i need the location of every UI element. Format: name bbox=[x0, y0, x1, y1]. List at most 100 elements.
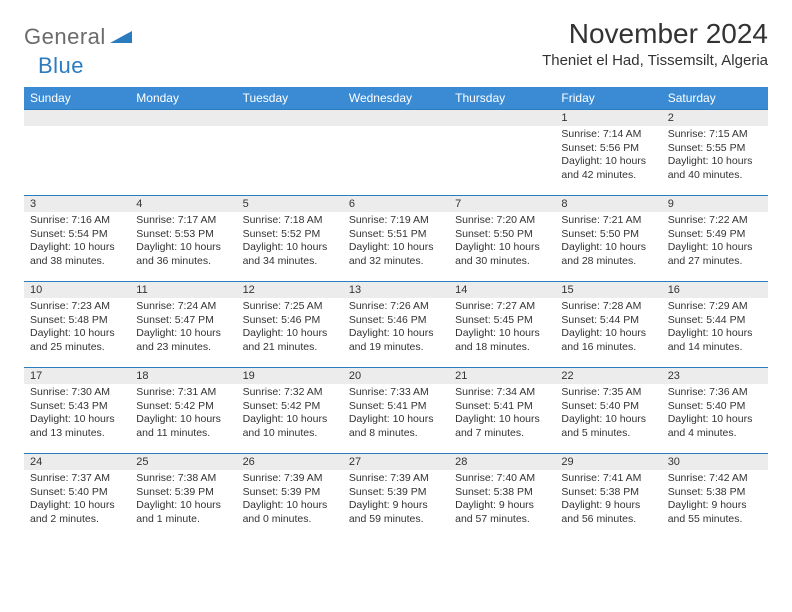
daylight-text: Daylight: 10 hours and 38 minutes. bbox=[30, 241, 124, 268]
day-details: Sunrise: 7:29 AMSunset: 5:44 PMDaylight:… bbox=[662, 298, 768, 359]
brand-part1: General bbox=[24, 24, 106, 50]
day-number: 15 bbox=[555, 282, 661, 298]
sunrise-text: Sunrise: 7:38 AM bbox=[136, 472, 230, 486]
sunset-text: Sunset: 5:39 PM bbox=[243, 486, 337, 500]
day-number: 14 bbox=[449, 282, 555, 298]
calendar-week-row: 1Sunrise: 7:14 AMSunset: 5:56 PMDaylight… bbox=[24, 110, 768, 196]
sunset-text: Sunset: 5:50 PM bbox=[455, 228, 549, 242]
calendar-cell: 15 Sunrise: 7:28 AMSunset: 5:44 PMDayligh… bbox=[555, 282, 661, 368]
sunset-text: Sunset: 5:48 PM bbox=[30, 314, 124, 328]
sunset-text: Sunset: 5:44 PM bbox=[561, 314, 655, 328]
daylight-text: Daylight: 10 hours and 28 minutes. bbox=[561, 241, 655, 268]
daylight-text: Daylight: 9 hours and 59 minutes. bbox=[349, 499, 443, 526]
daylight-text: Daylight: 9 hours and 55 minutes. bbox=[668, 499, 762, 526]
calendar-cell: 23Sunrise: 7:36 AMSunset: 5:40 PMDayligh… bbox=[662, 368, 768, 454]
calendar-cell: 1Sunrise: 7:14 AMSunset: 5:56 PMDaylight… bbox=[555, 110, 661, 196]
day-number: 4 bbox=[130, 196, 236, 212]
day-number: 21 bbox=[449, 368, 555, 384]
day-number: 13 bbox=[343, 282, 449, 298]
sunrise-text: Sunrise: 7:29 AM bbox=[668, 300, 762, 314]
daylight-text: Daylight: 10 hours and 16 minutes. bbox=[561, 327, 655, 354]
calendar-cell: 21Sunrise: 7:34 AMSunset: 5:41 PMDayligh… bbox=[449, 368, 555, 454]
calendar-cell: 6Sunrise: 7:19 AMSunset: 5:51 PMDaylight… bbox=[343, 196, 449, 282]
daylight-text: Daylight: 10 hours and 23 minutes. bbox=[136, 327, 230, 354]
sunrise-text: Sunrise: 7:24 AM bbox=[136, 300, 230, 314]
calendar-cell: 28Sunrise: 7:40 AMSunset: 5:38 PMDayligh… bbox=[449, 454, 555, 540]
calendar-cell: 14Sunrise: 7:27 AMSunset: 5:45 PMDayligh… bbox=[449, 282, 555, 368]
calendar-cell: 10Sunrise: 7:23 AMSunset: 5:48 PMDayligh… bbox=[24, 282, 130, 368]
daylight-text: Daylight: 10 hours and 34 minutes. bbox=[243, 241, 337, 268]
daylight-text: Daylight: 10 hours and 7 minutes. bbox=[455, 413, 549, 440]
day-number bbox=[24, 110, 130, 126]
sunset-text: Sunset: 5:44 PM bbox=[668, 314, 762, 328]
sunset-text: Sunset: 5:38 PM bbox=[455, 486, 549, 500]
sunrise-text: Sunrise: 7:25 AM bbox=[243, 300, 337, 314]
calendar-cell bbox=[130, 110, 236, 196]
sunset-text: Sunset: 5:42 PM bbox=[136, 400, 230, 414]
sunset-text: Sunset: 5:41 PM bbox=[349, 400, 443, 414]
sunset-text: Sunset: 5:40 PM bbox=[668, 400, 762, 414]
day-number: 10 bbox=[24, 282, 130, 298]
sunset-text: Sunset: 5:50 PM bbox=[561, 228, 655, 242]
title-block: November 2024 Theniet el Had, Tissemsilt… bbox=[542, 18, 768, 69]
day-details: Sunrise: 7:34 AMSunset: 5:41 PMDaylight:… bbox=[449, 384, 555, 445]
sunset-text: Sunset: 5:46 PM bbox=[243, 314, 337, 328]
day-header-row: Sunday Monday Tuesday Wednesday Thursday… bbox=[24, 87, 768, 110]
sunrise-text: Sunrise: 7:22 AM bbox=[668, 214, 762, 228]
calendar-cell bbox=[449, 110, 555, 196]
sunrise-text: Sunrise: 7:35 AM bbox=[561, 386, 655, 400]
sunrise-text: Sunrise: 7:17 AM bbox=[136, 214, 230, 228]
daylight-text: Daylight: 10 hours and 10 minutes. bbox=[243, 413, 337, 440]
sunrise-text: Sunrise: 7:28 AM bbox=[561, 300, 655, 314]
day-header: Saturday bbox=[662, 87, 768, 110]
day-details: Sunrise: 7:19 AMSunset: 5:51 PMDaylight:… bbox=[343, 212, 449, 273]
day-details: Sunrise: 7:39 AMSunset: 5:39 PMDaylight:… bbox=[343, 470, 449, 531]
sunrise-text: Sunrise: 7:33 AM bbox=[349, 386, 443, 400]
day-details: Sunrise: 7:26 AMSunset: 5:46 PMDaylight:… bbox=[343, 298, 449, 359]
day-header: Sunday bbox=[24, 87, 130, 110]
calendar-cell: 3Sunrise: 7:16 AMSunset: 5:54 PMDaylight… bbox=[24, 196, 130, 282]
sunrise-text: Sunrise: 7:42 AM bbox=[668, 472, 762, 486]
day-number: 22 bbox=[555, 368, 661, 384]
calendar-cell: 7Sunrise: 7:20 AMSunset: 5:50 PMDaylight… bbox=[449, 196, 555, 282]
day-number: 27 bbox=[343, 454, 449, 470]
brand-logo: General bbox=[24, 18, 134, 50]
daylight-text: Daylight: 10 hours and 5 minutes. bbox=[561, 413, 655, 440]
day-details: Sunrise: 7:32 AMSunset: 5:42 PMDaylight:… bbox=[237, 384, 343, 445]
sunset-text: Sunset: 5:40 PM bbox=[30, 486, 124, 500]
calendar-cell: 30 Sunrise: 7:42 AMSunset: 5:38 PMDayligh… bbox=[662, 454, 768, 540]
day-number: 6 bbox=[343, 196, 449, 212]
calendar-cell: 19Sunrise: 7:32 AMSunset: 5:42 PMDayligh… bbox=[237, 368, 343, 454]
day-details: Sunrise: 7:33 AMSunset: 5:41 PMDaylight:… bbox=[343, 384, 449, 445]
day-details: Sunrise: 7:21 AMSunset: 5:50 PMDaylight:… bbox=[555, 212, 661, 273]
sunrise-text: Sunrise: 7:18 AM bbox=[243, 214, 337, 228]
sunrise-text: Sunrise: 7:31 AM bbox=[136, 386, 230, 400]
calendar-cell bbox=[237, 110, 343, 196]
sunset-text: Sunset: 5:38 PM bbox=[668, 486, 762, 500]
sunset-text: Sunset: 5:39 PM bbox=[136, 486, 230, 500]
daylight-text: Daylight: 10 hours and 21 minutes. bbox=[243, 327, 337, 354]
day-details: Sunrise: 7:20 AMSunset: 5:50 PMDaylight:… bbox=[449, 212, 555, 273]
day-details: Sunrise: 7:39 AMSunset: 5:39 PMDaylight:… bbox=[237, 470, 343, 531]
calendar-cell: 16Sunrise: 7:29 AMSunset: 5:44 PMDayligh… bbox=[662, 282, 768, 368]
day-details: Sunrise: 7:25 AMSunset: 5:46 PMDaylight:… bbox=[237, 298, 343, 359]
day-details: Sunrise: 7:17 AMSunset: 5:53 PMDaylight:… bbox=[130, 212, 236, 273]
day-number: 28 bbox=[449, 454, 555, 470]
day-details: Sunrise: 7:31 AMSunset: 5:42 PMDaylight:… bbox=[130, 384, 236, 445]
day-number: 26 bbox=[237, 454, 343, 470]
daylight-text: Daylight: 9 hours and 56 minutes. bbox=[561, 499, 655, 526]
daylight-text: Daylight: 10 hours and 27 minutes. bbox=[668, 241, 762, 268]
day-details: Sunrise: 7:18 AMSunset: 5:52 PMDaylight:… bbox=[237, 212, 343, 273]
calendar-cell: 17Sunrise: 7:30 AMSunset: 5:43 PMDayligh… bbox=[24, 368, 130, 454]
day-number bbox=[130, 110, 236, 126]
sunrise-text: Sunrise: 7:20 AM bbox=[455, 214, 549, 228]
sunrise-text: Sunrise: 7:37 AM bbox=[30, 472, 124, 486]
calendar-cell: 18Sunrise: 7:31 AMSunset: 5:42 PMDayligh… bbox=[130, 368, 236, 454]
sunrise-text: Sunrise: 7:19 AM bbox=[349, 214, 443, 228]
day-number: 30 bbox=[662, 454, 768, 470]
day-number bbox=[449, 110, 555, 126]
calendar-week-row: 3Sunrise: 7:16 AMSunset: 5:54 PMDaylight… bbox=[24, 196, 768, 282]
daylight-text: Daylight: 10 hours and 19 minutes. bbox=[349, 327, 443, 354]
month-title: November 2024 bbox=[542, 18, 768, 50]
day-details: Sunrise: 7:14 AMSunset: 5:56 PMDaylight:… bbox=[555, 126, 661, 187]
